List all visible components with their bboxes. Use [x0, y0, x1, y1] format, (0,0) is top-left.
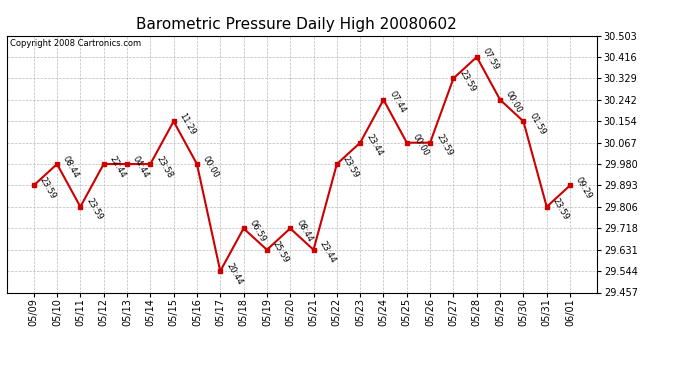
Text: 23:59: 23:59 — [38, 176, 57, 201]
Text: 23:44: 23:44 — [317, 240, 337, 265]
Text: 00:00: 00:00 — [411, 133, 431, 158]
Text: 06:59: 06:59 — [248, 218, 268, 243]
Text: 23:59: 23:59 — [434, 133, 454, 158]
Text: 04:44: 04:44 — [131, 154, 151, 179]
Text: 09:29: 09:29 — [574, 176, 594, 201]
Text: 23:58: 23:58 — [155, 154, 175, 179]
Text: 25:59: 25:59 — [271, 240, 290, 265]
Text: 08:44: 08:44 — [61, 154, 81, 179]
Text: 07:44: 07:44 — [388, 90, 407, 115]
Text: Barometric Pressure Daily High 20080602: Barometric Pressure Daily High 20080602 — [137, 17, 457, 32]
Text: 23:59: 23:59 — [341, 154, 361, 179]
Text: 23:59: 23:59 — [457, 68, 477, 93]
Text: 23:59: 23:59 — [551, 197, 571, 222]
Text: 00:00: 00:00 — [201, 154, 221, 179]
Text: 22:44: 22:44 — [108, 154, 128, 179]
Text: 01:59: 01:59 — [528, 111, 547, 136]
Text: 07:59: 07:59 — [481, 47, 501, 72]
Text: 20:44: 20:44 — [224, 261, 244, 286]
Text: 23:44: 23:44 — [364, 133, 384, 158]
Text: Copyright 2008 Cartronics.com: Copyright 2008 Cartronics.com — [10, 39, 141, 48]
Text: 23:59: 23:59 — [84, 197, 104, 222]
Text: 00:00: 00:00 — [504, 90, 524, 115]
Text: 08:44: 08:44 — [295, 218, 314, 243]
Text: 11:29: 11:29 — [178, 111, 197, 136]
